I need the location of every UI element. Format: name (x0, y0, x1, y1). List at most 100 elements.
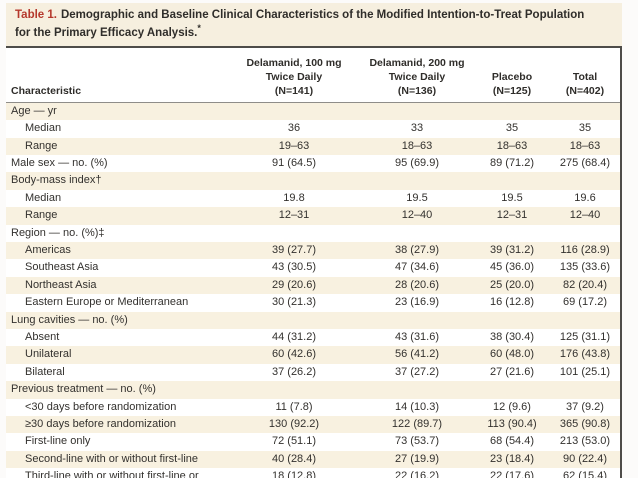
column-header-total: Total (N=402) (550, 71, 620, 99)
table-row: Lung cavities — no. (%) (6, 311, 620, 330)
cell-value: 37 (27.2) (394, 365, 440, 378)
cell-value: 60 (48.0) (489, 348, 535, 361)
cell-value: 30 (21.3) (271, 296, 317, 309)
row-label: Age — yr (11, 104, 57, 117)
table-row: Range 19–63 18–63 18–63 18–63 (6, 137, 620, 155)
row-label: First-line only (25, 435, 91, 448)
cell-value: 365 (90.8) (559, 418, 611, 431)
cell-value: 16 (12.8) (489, 296, 535, 309)
row-label: Bilateral (25, 365, 65, 378)
cell-value: 43 (30.5) (271, 261, 317, 274)
cell-value: 35 (578, 122, 592, 135)
cell-value: 113 (90.4) (487, 418, 537, 431)
cell-value: 39 (27.7) (271, 244, 317, 256)
cell-value: 23 (16.9) (394, 296, 440, 309)
row-label: Northeast Asia (25, 278, 97, 291)
table-row: Range 12–31 12–40 12–31 12–40 (6, 207, 620, 225)
cell-value: 22 (16.2) (394, 470, 440, 478)
cell-value: 275 (68.4) (559, 156, 611, 169)
cell-value: 89 (71.2) (489, 156, 535, 169)
cell-value: 37 (26.2) (271, 365, 317, 378)
row-label: Median (25, 122, 62, 135)
cell-value: 19–63 (278, 139, 310, 152)
row-label: Lung cavities — no. (%) (11, 313, 128, 326)
row-label: Absent (25, 331, 60, 344)
cell-value: 122 (89.7) (391, 418, 443, 431)
cell-value: 28 (20.6) (394, 278, 440, 291)
cell-value: 12–40 (401, 209, 433, 222)
cell-value: 60 (42.6) (271, 348, 317, 361)
row-label: Second-line with or without first-line (25, 452, 199, 465)
cell-value: 37 (9.2) (566, 400, 604, 413)
table-row: Male sex — no. (%) 91 (64.5) 95 (69.9) 8… (6, 155, 620, 172)
cell-value: 22 (17.6) (489, 470, 535, 478)
cell-value: 95 (69.9) (394, 156, 440, 169)
cell-value: 12 (9.6) (493, 400, 531, 413)
table-title-text: Demographic and Baseline Clinical Charac… (15, 9, 585, 39)
table-row: Region — no. (%)‡ (6, 225, 620, 242)
cell-value: 125 (31.1) (559, 331, 611, 344)
cell-value: 18–63 (569, 139, 601, 152)
cell-value: 72 (51.1) (271, 435, 317, 448)
cell-value: 19.5 (501, 191, 523, 204)
cell-value: 130 (92.2) (268, 418, 320, 431)
cell-value: 36 (287, 122, 301, 135)
row-label: Americas (25, 244, 71, 256)
cell-value: 29 (20.6) (271, 278, 317, 291)
cell-value: 25 (20.0) (489, 278, 535, 291)
table-row: Northeast Asia 29 (20.6) 28 (20.6) 25 (2… (6, 276, 620, 295)
cell-value: 19.6 (574, 191, 596, 204)
column-header-delamanid-100: Delamanid, 100 mg Twice Daily (N=141) (228, 57, 360, 99)
table-header-row: Characteristic Delamanid, 100 mg Twice D… (6, 48, 620, 103)
table-row: Southeast Asia 43 (30.5) 47 (34.6) 45 (3… (6, 259, 620, 276)
cell-value: 39 (31.2) (489, 244, 535, 256)
cell-value: 213 (53.0) (559, 435, 611, 448)
table-row: Median 19.8 19.5 19.5 19.6 (6, 190, 620, 207)
table-row: Body-mass index† (6, 172, 620, 190)
cell-value: 176 (43.8) (559, 348, 611, 361)
cell-value: 18 (12.8) (271, 470, 317, 478)
column-header-line1: Placebo (491, 71, 533, 84)
cell-value: 38 (27.9) (394, 244, 440, 256)
cell-value: 116 (28.9) (560, 244, 610, 256)
table-row: Third-line with or without first-line or… (6, 468, 620, 478)
row-label: Body-mass index† (11, 174, 102, 187)
row-label: ≥30 days before randomization (25, 418, 176, 431)
table-row: Americas 39 (27.7) 38 (27.9) 39 (31.2) 1… (6, 242, 620, 260)
row-label: Median (25, 191, 62, 204)
cell-value: 14 (10.3) (394, 400, 440, 413)
cell-value: 27 (19.9) (394, 452, 440, 465)
column-header-placebo: Placebo (N=125) (474, 71, 550, 99)
cell-value: 38 (30.4) (489, 331, 535, 344)
cell-value: 62 (15.4) (562, 470, 608, 478)
cell-value: 82 (20.4) (562, 278, 608, 291)
column-header-delamanid-200: Delamanid, 200 mg Twice Daily (N=136) (360, 57, 474, 99)
cell-value: 56 (41.2) (394, 348, 440, 361)
table-title: Table 1. Demographic and Baseline Clinica… (6, 3, 622, 49)
column-header-n: (N=141) (274, 84, 314, 97)
table-number: Table 1. (15, 9, 57, 21)
cell-value: 27 (21.6) (489, 365, 535, 378)
column-header-line1: Delamanid, 100 mg (246, 57, 342, 70)
cell-value: 47 (34.6) (394, 261, 440, 274)
table-row: <30 days before randomization 11 (7.8) 1… (6, 399, 620, 416)
cell-value: 18–63 (496, 139, 528, 152)
column-header-n: (N=402) (565, 84, 605, 97)
cell-value: 45 (36.0) (489, 261, 535, 274)
table-row: Age — yr (6, 102, 620, 121)
cell-value: 44 (31.2) (271, 331, 317, 344)
table-row: First-line only 72 (51.1) 73 (53.7) 68 (… (6, 433, 620, 450)
row-label: Eastern Europe or Mediterranean (25, 296, 189, 309)
column-header-characteristic: Characteristic (11, 84, 82, 97)
row-label: Male sex — no. (%) (11, 156, 108, 169)
table-body-frame: Characteristic Delamanid, 100 mg Twice D… (6, 48, 622, 478)
cell-value: 33 (410, 122, 424, 135)
cell-value: 91 (64.5) (271, 156, 317, 169)
row-label: Range (25, 209, 58, 222)
cell-value: 90 (22.4) (562, 452, 608, 465)
cell-value: 23 (18.4) (489, 452, 535, 465)
cell-value: 135 (33.6) (559, 261, 611, 274)
row-label: Third-line with or without first-line or… (25, 470, 199, 478)
cell-value: 19.5 (406, 191, 428, 204)
